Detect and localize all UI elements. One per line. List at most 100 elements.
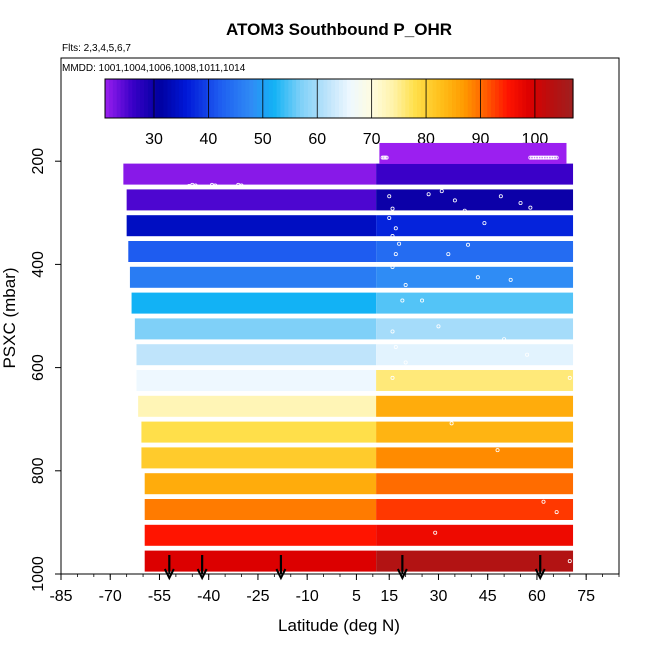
colorbar-segment [424, 79, 430, 118]
data-point-marker [554, 155, 559, 160]
heatmap-cell [144, 499, 377, 520]
colorbar-tick-label: 30 [145, 131, 163, 148]
data-point-marker [528, 205, 533, 210]
colorbar-segment [557, 79, 562, 118]
colorbar-segment [233, 79, 239, 118]
heatmap-cell [376, 215, 574, 237]
heatmap-cell [376, 163, 574, 185]
arrow-head [275, 568, 287, 581]
colorbar-segment [342, 79, 348, 118]
data-point-marker [390, 264, 395, 269]
colorbar-segment [483, 79, 488, 118]
colorbar-segment [144, 79, 149, 118]
heatmap-cell [126, 215, 377, 237]
colorbar-segment [222, 79, 227, 118]
colorbar-segment [147, 79, 153, 118]
data-point-marker [518, 200, 523, 205]
colorbar-segment [257, 79, 262, 118]
heatmap-cell [376, 189, 574, 211]
x-axis-label: Latitude (deg N) [278, 616, 400, 635]
colorbar-segment [241, 79, 246, 118]
colorbar-segment [471, 79, 477, 118]
colorbar-segment [210, 79, 215, 118]
colorbar-segment [456, 79, 461, 118]
data-point-marker [426, 192, 431, 197]
data-point-marker [416, 184, 421, 189]
data-point-marker [462, 208, 467, 213]
colorbar-segment [292, 79, 297, 118]
data-point-marker [525, 352, 530, 357]
colorbar-segment [354, 79, 360, 118]
colorbar-segment [202, 79, 207, 118]
x-tick-label: 30 [430, 588, 448, 605]
heatmap-cell [129, 266, 377, 288]
data-point-marker [552, 155, 557, 160]
x-tick-label: 5 [352, 588, 361, 605]
heatmap-cell [131, 292, 377, 314]
data-point-marker [498, 194, 503, 199]
heatmap-cell [141, 447, 377, 469]
data-point-marker [534, 546, 539, 551]
colorbar-segment [405, 79, 410, 118]
x-tick-label: 60 [528, 588, 546, 605]
colorbar-tick-label: 60 [308, 131, 326, 148]
y-axis-label: PSXC (mbar) [0, 267, 19, 368]
data-point-marker [541, 499, 546, 504]
heatmap-cell [376, 344, 574, 366]
heatmap-cell [128, 241, 377, 262]
data-point-marker [544, 365, 549, 370]
heatmap-cell [144, 550, 377, 572]
colorbar-segment [229, 79, 235, 118]
colorbar-segment [569, 79, 574, 118]
colorbar-segment [288, 79, 293, 118]
heatmap-cell [376, 370, 574, 391]
colorbar-frame [104, 78, 574, 119]
arrow-head [534, 568, 546, 581]
colorbar-segment [549, 79, 555, 118]
heatmap-cell [144, 473, 377, 495]
data-point-marker [554, 510, 559, 515]
data-point-marker [393, 226, 398, 231]
x-tick-label: -10 [296, 588, 319, 605]
heatmap-cell [376, 266, 574, 288]
data-point-marker [390, 329, 395, 334]
colorbar-segment [105, 79, 110, 118]
colorbar-segment [475, 79, 480, 118]
colorbar-segment [183, 79, 188, 118]
colorbar-segment [186, 79, 192, 118]
colorbar-segment [420, 79, 426, 118]
heatmap-cell [134, 318, 377, 340]
data-point-marker [209, 182, 214, 187]
colorbar-segment [124, 79, 129, 118]
data-point-marker [380, 155, 385, 160]
colorbar-segment [358, 79, 363, 118]
data-point-marker [475, 275, 480, 280]
x-tick-label: -40 [197, 588, 220, 605]
colorbar-segment [319, 79, 324, 118]
colorbar-segment [565, 79, 570, 118]
data-point-marker [548, 236, 553, 241]
colorbar-segment [315, 79, 321, 118]
colorbar-segment [307, 79, 313, 118]
data-point-marker [393, 344, 398, 349]
colorbar-segment [506, 79, 512, 118]
y-tick-label: 800 [30, 457, 47, 484]
heatmap-cell [376, 499, 574, 520]
data-point-marker [567, 559, 572, 564]
flight-arrows [163, 555, 546, 581]
data-point-markers [187, 155, 572, 564]
data-point-marker [466, 242, 471, 247]
colorbar-segment [272, 79, 278, 118]
colorbar-segment [327, 79, 332, 118]
colorbar-segment [389, 79, 395, 118]
heatmap-cell [376, 292, 574, 314]
colorbar-tick-label: 70 [363, 131, 381, 148]
colorbar-segment [467, 79, 473, 118]
colorbar-segment [311, 79, 317, 118]
colorbar-segment [440, 79, 445, 118]
data-point-marker [397, 241, 402, 246]
colorbar-segment [264, 79, 270, 118]
data-point-marker [390, 375, 395, 380]
heatmap-cell [376, 421, 574, 443]
colorbar-segment [120, 79, 126, 118]
